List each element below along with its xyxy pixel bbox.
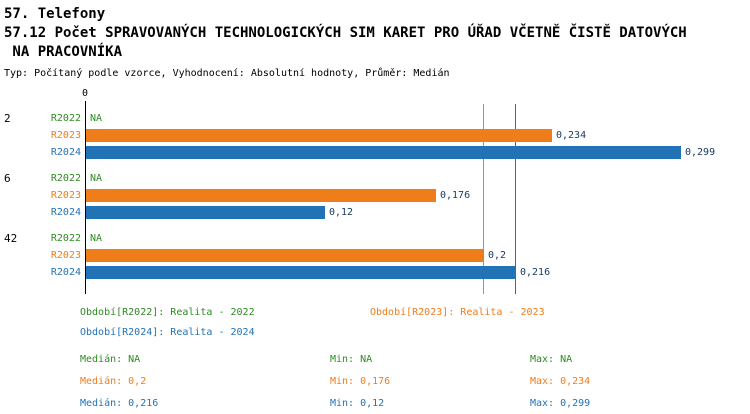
bar-value-label: 0,234: [556, 130, 587, 141]
series-label: R2024: [50, 207, 81, 218]
axis-zero-label: 0: [81, 88, 89, 99]
bar-row: R2024 0,299: [0, 144, 746, 161]
stat-max-r2024: Max: 0,299: [530, 398, 591, 409]
bar-value-label: NA: [90, 233, 103, 244]
bar-row: R2023 0,234: [0, 127, 746, 144]
indicator-title-line2: NA PRACOVNÍKA: [4, 44, 123, 60]
median-reference-line-r2023: [483, 104, 484, 294]
group-label: 42: [4, 232, 18, 245]
chart-header: 57. Telefony 57.12 Počet SPRAVOVANÝCH TE…: [0, 0, 750, 80]
stat-min-r2024: Min: 0,12: [330, 398, 385, 409]
legend-item-r2024: Období[R2024]: Realita - 2024: [80, 327, 255, 338]
series-label: R2024: [50, 147, 81, 158]
bar-row: 42 R2022 NA: [0, 230, 746, 247]
series-label: R2023: [50, 190, 81, 201]
median-reference-line-r2024: [515, 104, 516, 294]
bar-area: 0,234: [86, 129, 746, 142]
indicator-subtitle: Typ: Počítaný podle vzorce, Vyhodnocení:…: [4, 68, 450, 79]
series-label: R2023: [50, 250, 81, 261]
bar-row: R2023 0,176: [0, 187, 746, 204]
bar-row: R2024 0,12: [0, 204, 746, 221]
indicator-group-title: 57. Telefony: [4, 6, 106, 22]
bar-row: 6 R2022 NA: [0, 170, 746, 187]
stat-median-r2022: Medián: NA: [80, 354, 141, 365]
bar-group: 42 R2022 NA R2023 0,2 R2024 0,216: [0, 230, 746, 281]
series-label: R2022: [50, 113, 81, 124]
axis-line: [85, 101, 86, 294]
bar-row: R2023 0,2: [0, 247, 746, 264]
bar-group: 6 R2022 NA R2023 0,176 R2024 0,12: [0, 170, 746, 221]
stat-max-r2022: Max: NA: [530, 354, 573, 365]
legend-item-r2023: Období[R2023]: Realita - 2023: [370, 307, 545, 318]
bar-value-label: NA: [90, 113, 103, 124]
bar-value-label: NA: [90, 173, 103, 184]
series-label: R2023: [50, 130, 81, 141]
stat-min-r2022: Min: NA: [330, 354, 373, 365]
bar-area: 0,2: [86, 249, 746, 262]
bar-area: NA: [86, 172, 746, 185]
group-label: 2: [4, 112, 11, 125]
bar-row: 2 R2022 NA: [0, 110, 746, 127]
series-label: R2022: [50, 173, 81, 184]
stat-median-r2024: Medián: 0,216: [80, 398, 159, 409]
bar-groups: 2 R2022 NA R2023 0,234 R2024 0,299 6 R2022 NA R202…: [0, 110, 746, 290]
bar-area: 0,176: [86, 189, 746, 202]
bar-row: R2024 0,216: [0, 264, 746, 281]
indicator-title-line1: 57.12 Počet SPRAVOVANÝCH TECHNOLOGICKÝCH…: [4, 25, 687, 41]
bar-r2024: [86, 146, 681, 159]
bar-r2023: [86, 249, 484, 262]
series-label: R2022: [50, 233, 81, 244]
bar-r2023: [86, 129, 552, 142]
horizontal-bar-chart: 0 2 R2022 NA R2023 0,234 R2024 0,299 6 R2022 NA R20…: [0, 88, 750, 296]
chart-legend: Období[R2022]: Realita - 2022 Období[R202…: [80, 306, 750, 339]
bar-r2024: [86, 206, 325, 219]
bar-value-label: 0,176: [440, 190, 471, 201]
stat-min-r2023: Min: 0,176: [330, 376, 391, 387]
bar-value-label: 0,2: [488, 250, 507, 261]
bar-area: NA: [86, 232, 746, 245]
legend-item-r2022: Období[R2022]: Realita - 2022: [80, 307, 255, 318]
group-label: 6: [4, 172, 11, 185]
bar-value-label: 0,12: [329, 207, 354, 218]
bar-value-label: 0,216: [520, 267, 551, 278]
bar-area: NA: [86, 112, 746, 125]
series-label: R2024: [50, 267, 81, 278]
bar-value-label: 0,299: [685, 147, 716, 158]
bar-r2023: [86, 189, 436, 202]
stat-median-r2023: Medián: 0,2: [80, 376, 147, 387]
bar-r2024: [86, 266, 516, 279]
bar-area: 0,216: [86, 266, 746, 279]
chart-statistics: Medián: NA Min: NA Max: NA Medián: 0,2 Min: …: [80, 353, 750, 410]
bar-area: 0,12: [86, 206, 746, 219]
bar-group: 2 R2022 NA R2023 0,234 R2024 0,299: [0, 110, 746, 161]
stat-max-r2023: Max: 0,234: [530, 376, 591, 387]
bar-area: 0,299: [86, 146, 746, 159]
